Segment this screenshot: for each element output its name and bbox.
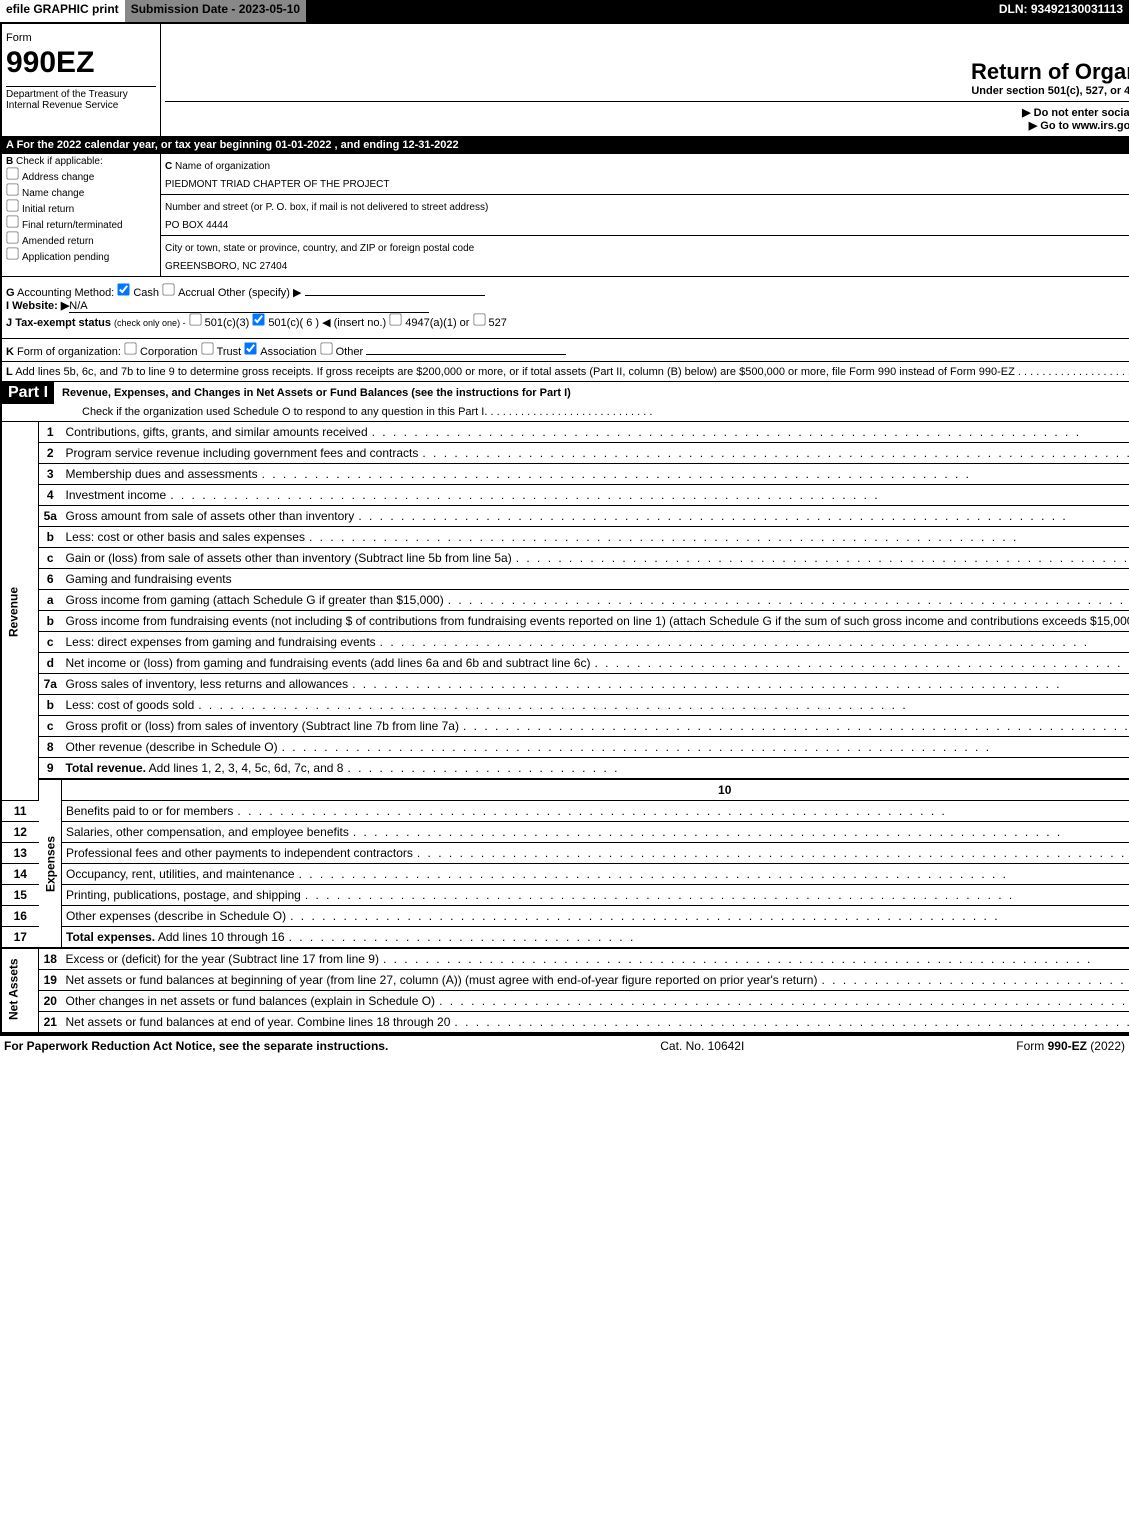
top-bar: efile GRAPHIC print Submission Date - 20… xyxy=(0,0,1129,22)
chk-app-pending[interactable] xyxy=(6,247,18,259)
chk-trust[interactable] xyxy=(201,342,213,354)
side-expenses: Expenses xyxy=(39,779,62,948)
side-revenue: Revenue xyxy=(2,422,39,801)
j-label: Tax-exempt status xyxy=(15,317,111,329)
efile-label: efile GRAPHIC print xyxy=(0,0,125,22)
chk-address-change[interactable] xyxy=(6,167,18,179)
part-i-label: Part I xyxy=(2,382,54,404)
part-i-sub: Check if the organization used Schedule … xyxy=(82,406,484,419)
c-label: Name of organization xyxy=(175,161,270,172)
chk-527[interactable] xyxy=(473,313,485,325)
k-label: Form of organization: xyxy=(17,346,121,358)
chk-final-return[interactable] xyxy=(6,215,18,227)
chk-amended[interactable] xyxy=(6,231,18,243)
chk-initial-return[interactable] xyxy=(6,199,18,211)
g-label: Accounting Method: xyxy=(17,287,114,299)
ssn-warning: ▶ Do not enter social security numbers o… xyxy=(165,106,1129,119)
footer-mid: Cat. No. 10642I xyxy=(388,1039,1016,1053)
side-netassets: Net Assets xyxy=(2,948,39,1032)
chk-assoc[interactable] xyxy=(245,342,257,354)
form-label: Form xyxy=(6,32,32,44)
i-label: Website: ▶ xyxy=(12,300,69,312)
chk-other-org[interactable] xyxy=(320,342,332,354)
footer-left: For Paperwork Reduction Act Notice, see … xyxy=(4,1039,388,1053)
footer: For Paperwork Reduction Act Notice, see … xyxy=(0,1034,1129,1056)
city-label: City or town, state or province, country… xyxy=(165,243,474,254)
form-title: Short Form xyxy=(165,28,1129,59)
chk-4947[interactable] xyxy=(390,313,402,325)
city: GREENSBORO, NC 27404 xyxy=(165,261,287,272)
goto-link[interactable]: ▶ Go to www.irs.gov/Form990EZ for instru… xyxy=(165,119,1129,132)
website: N/A xyxy=(69,300,429,313)
form-subtitle: Return of Organization Exempt From Incom… xyxy=(165,59,1129,85)
street: PO BOX 4444 xyxy=(165,220,228,231)
section-a: A For the 2022 calendar year, or tax yea… xyxy=(1,137,1129,154)
dln: DLN: 93492130031113 xyxy=(993,0,1129,22)
part-i-title: Revenue, Expenses, and Changes in Net As… xyxy=(54,385,579,401)
chk-501c[interactable] xyxy=(253,313,265,325)
chk-501c3[interactable] xyxy=(189,313,201,325)
b-label: Check if applicable: xyxy=(16,156,103,167)
chk-name-change[interactable] xyxy=(6,183,18,195)
dept-label: Department of the Treasury Internal Reve… xyxy=(6,86,156,111)
chk-accrual[interactable] xyxy=(162,283,174,295)
street-label: Number and street (or P. O. box, if mail… xyxy=(165,202,488,213)
footer-right: Form 990-EZ (2022) xyxy=(1016,1039,1125,1053)
org-name: PIEDMONT TRIAD CHAPTER OF THE PROJECT xyxy=(165,179,389,190)
submission-date: Submission Date - 2023-05-10 xyxy=(125,0,306,22)
under-section: Under section 501(c), 527, or 4947(a)(1)… xyxy=(165,85,1129,97)
l-text: Add lines 5b, 6c, and 7b to line 9 to de… xyxy=(15,366,1015,378)
chk-corp[interactable] xyxy=(124,342,136,354)
chk-cash[interactable] xyxy=(118,283,130,295)
form-number: 990EZ xyxy=(6,46,94,79)
